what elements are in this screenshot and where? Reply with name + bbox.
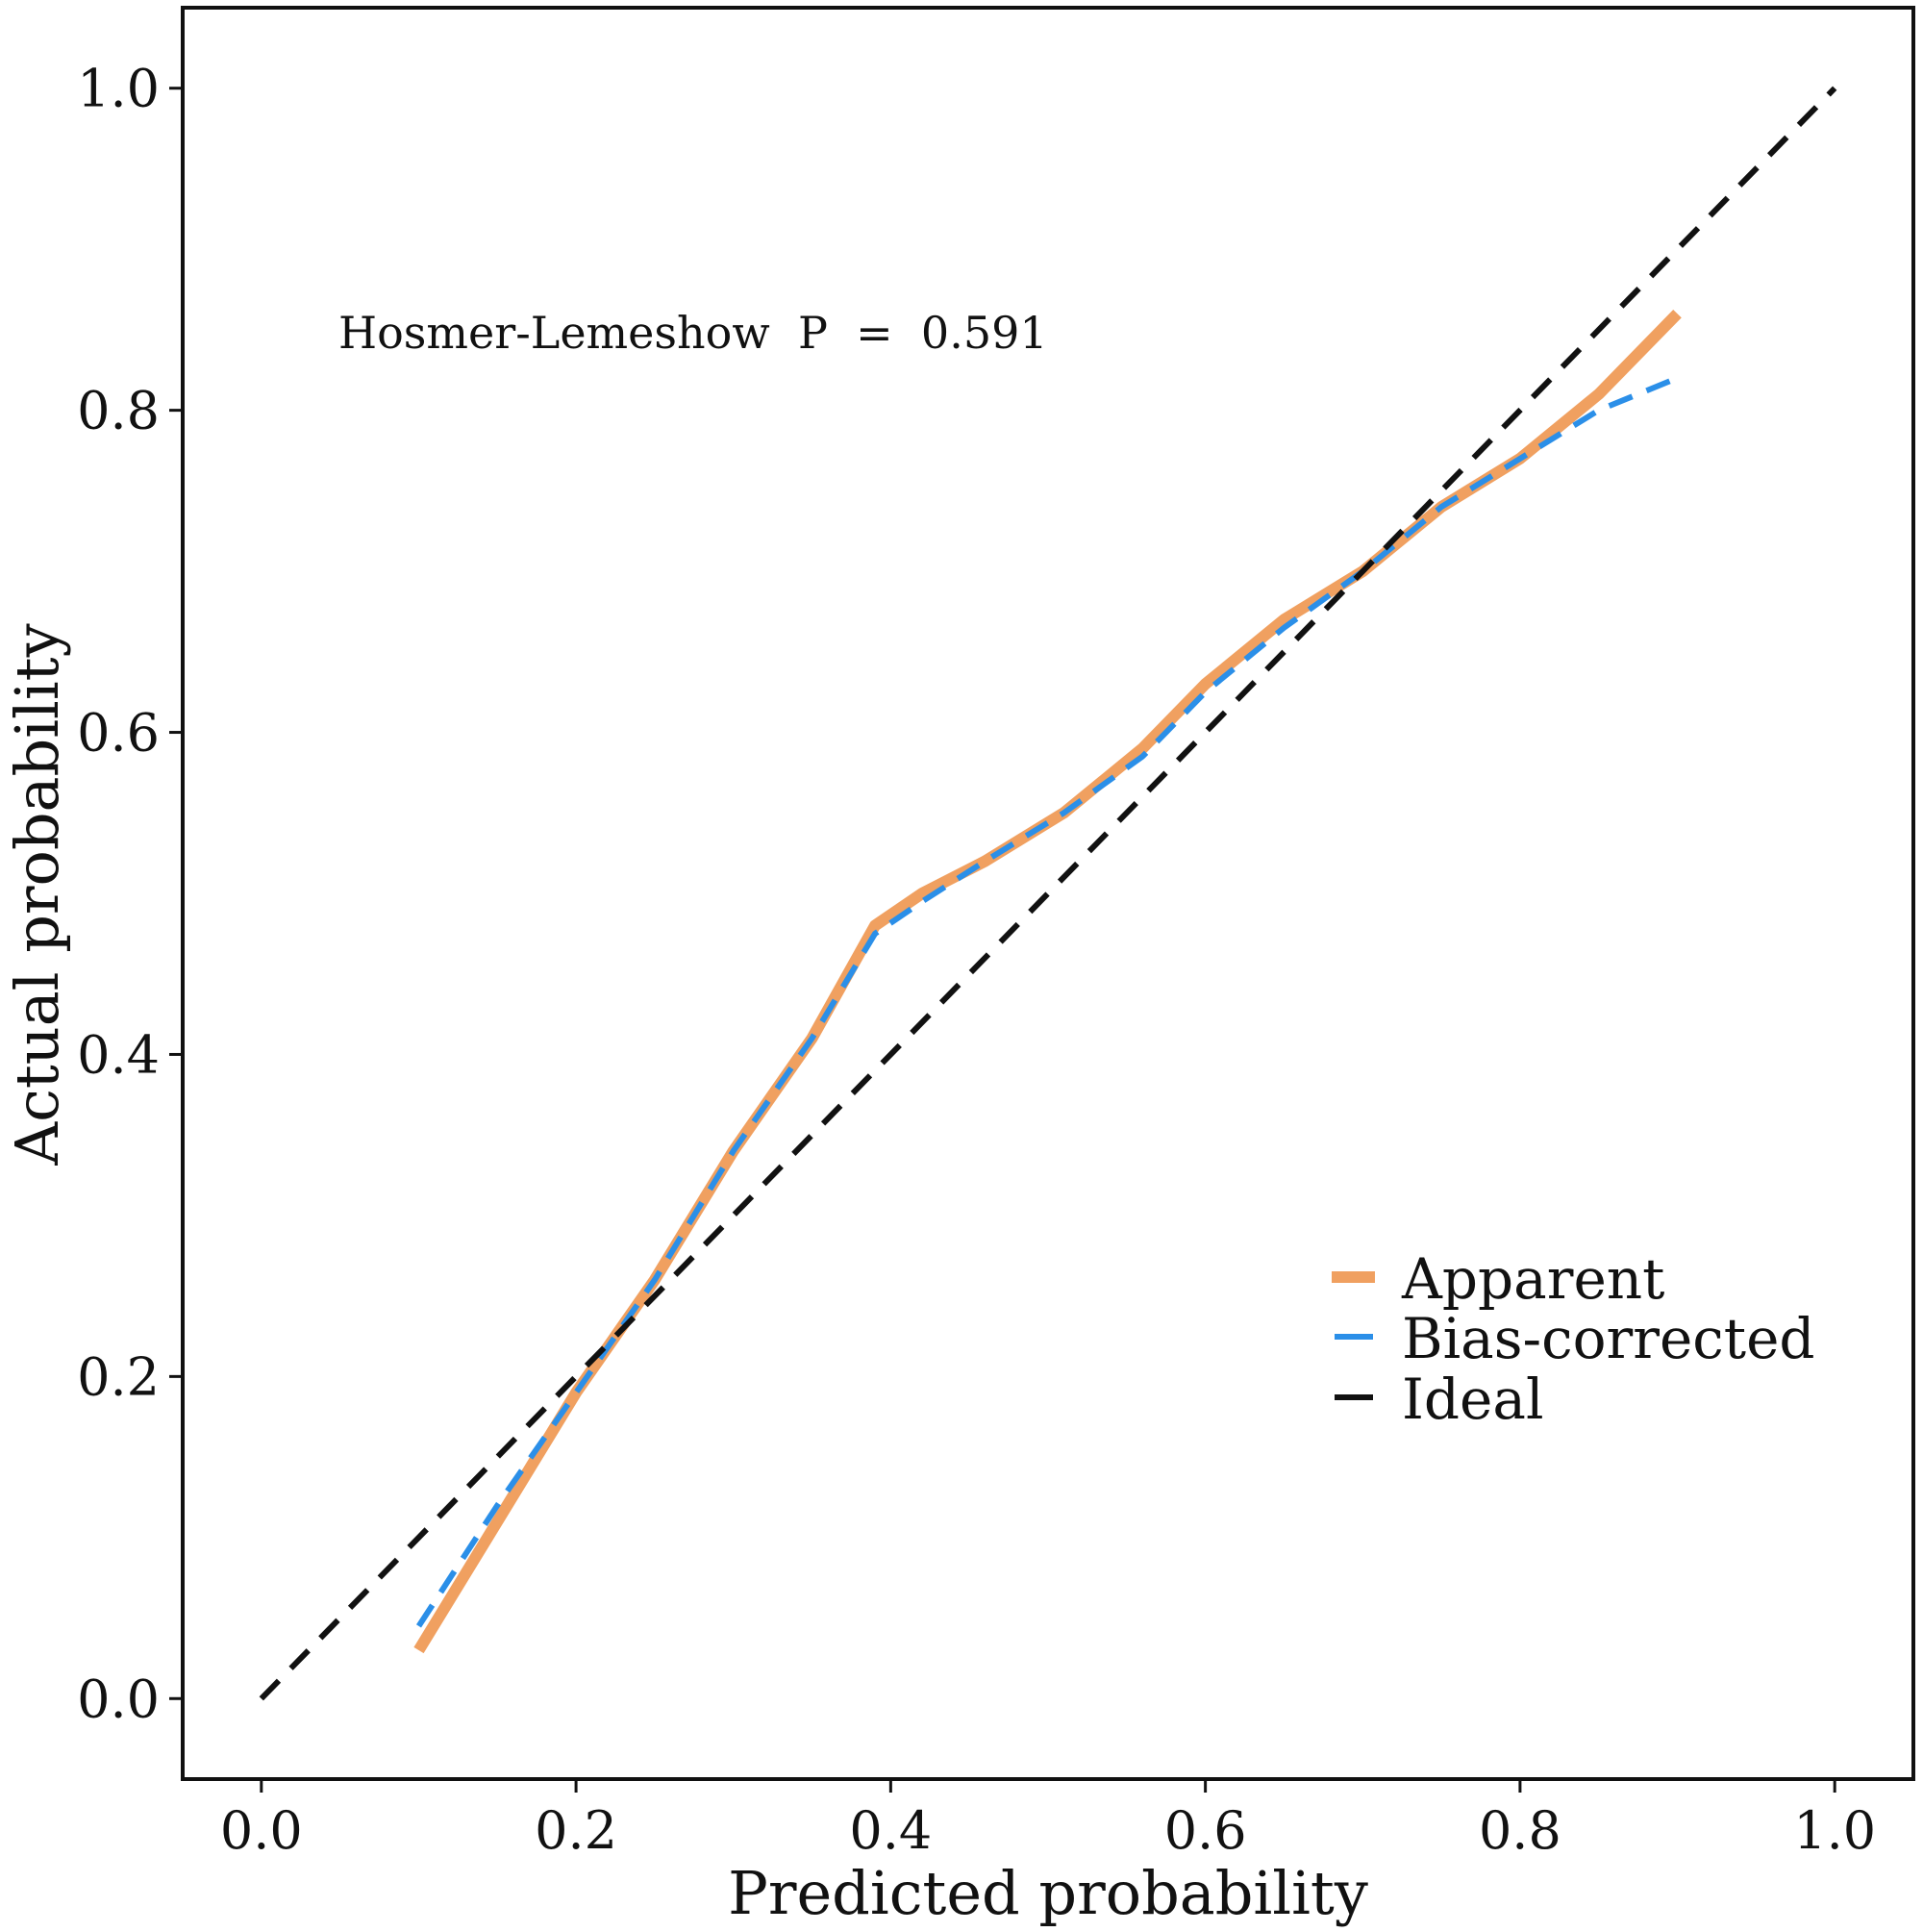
y-tick-label: 0.8 <box>77 381 160 441</box>
apparent-line <box>413 310 1682 1654</box>
y-axis: 0.0 0.2 0.4 0.6 0.8 1.0 <box>77 59 183 1729</box>
x-axis-title: Predicted probability <box>728 1858 1368 1928</box>
legend-label-bias-corrected: Bias-corrected <box>1402 1306 1815 1371</box>
legend-label-apparent: Apparent <box>1401 1246 1664 1312</box>
x-tick-label: 0.4 <box>849 1800 932 1861</box>
x-axis: 0.0 0.2 0.4 0.6 0.8 1.0 <box>220 1779 1876 1861</box>
y-tick-label: 0.4 <box>77 1024 160 1085</box>
legend: Apparent Bias-corrected Ideal <box>1332 1246 1815 1432</box>
y-tick-label: 0.6 <box>77 703 160 764</box>
y-tick-label: 1.0 <box>77 59 160 119</box>
hosmer-lemeshow-annotation: Hosmer-Lemeshow P = 0.591 <box>338 307 1048 359</box>
y-tick-label: 0.0 <box>77 1669 160 1729</box>
bias-corrected-line <box>415 375 1679 1628</box>
series-layer <box>259 86 1837 1701</box>
plot-panel-border <box>181 6 1915 1781</box>
ideal-line <box>259 86 1837 1701</box>
x-tick-label: 1.0 <box>1793 1800 1876 1861</box>
legend-label-ideal: Ideal <box>1402 1367 1544 1432</box>
x-tick-label: 0.0 <box>220 1800 303 1861</box>
x-tick-label: 0.2 <box>535 1800 617 1861</box>
x-tick-label: 0.8 <box>1479 1800 1561 1861</box>
x-tick-label: 0.6 <box>1164 1800 1247 1861</box>
y-axis-title: Actual probability <box>2 623 72 1166</box>
y-tick-label: 0.2 <box>77 1346 160 1407</box>
